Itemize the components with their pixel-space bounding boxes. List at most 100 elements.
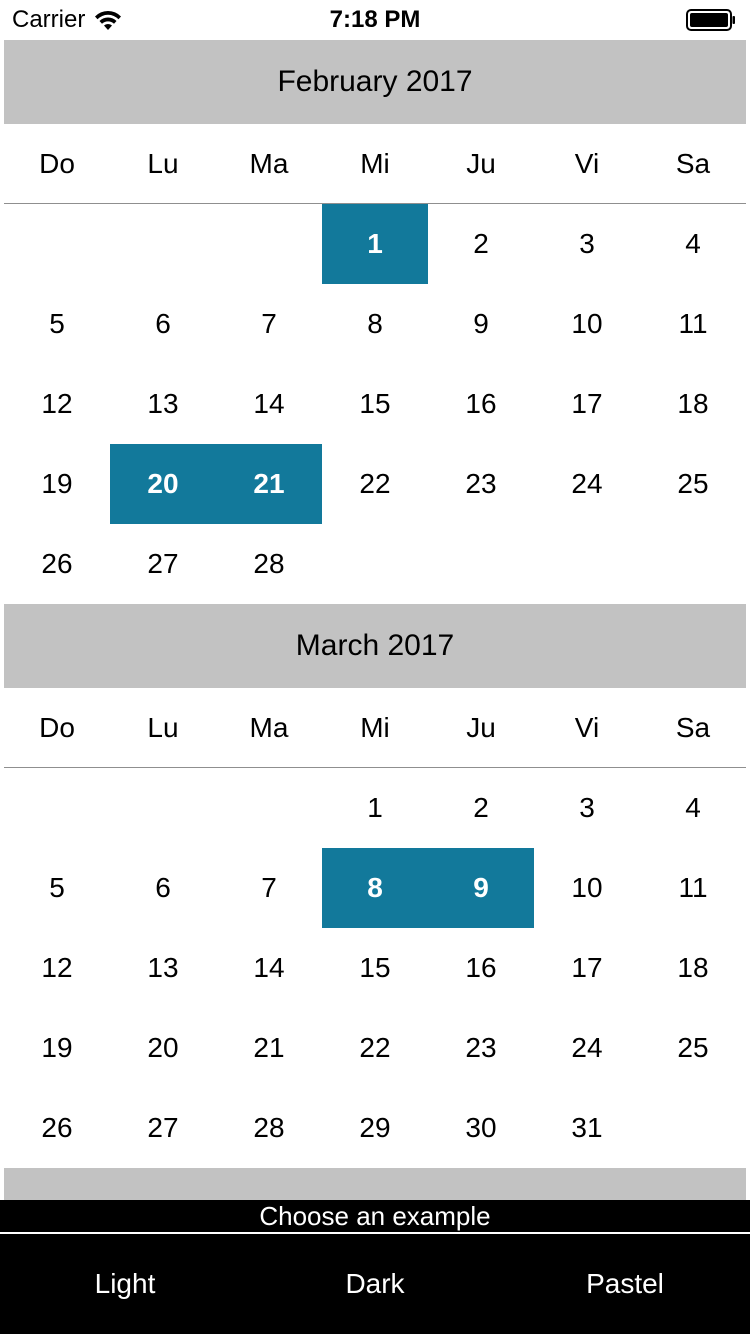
next-month-header-partial <box>4 1168 746 1200</box>
calendar-scroll-view[interactable]: February 2017 Do Lu Ma Mi Ju Vi Sa 1 2 3 4 5 6 7 8 9 10 11… <box>4 40 746 1200</box>
option-dark-button[interactable]: Dark <box>345 1268 405 1299</box>
day-cell[interactable]: 27 <box>147 548 179 579</box>
day-cell[interactable]: 17 <box>571 952 603 983</box>
day-cell[interactable]: 8 <box>367 308 383 339</box>
day-cell[interactable]: 6 <box>155 308 171 339</box>
day-cell[interactable]: 28 <box>253 1112 285 1143</box>
day-cell[interactable]: 24 <box>571 1032 603 1063</box>
week-row: 5 6 7 8 9 10 11 <box>4 284 746 364</box>
week-row: 19 20 21 22 23 24 25 <box>4 1008 746 1088</box>
day-cell[interactable]: 5 <box>49 308 65 339</box>
weekday-label: Ma <box>249 147 289 179</box>
battery-icon <box>686 9 735 31</box>
empty-day-cell <box>216 768 322 848</box>
selected-day-cell[interactable]: 20 <box>110 444 216 524</box>
day-cell[interactable]: 16 <box>465 952 497 983</box>
day-cell[interactable]: 19 <box>41 468 73 499</box>
weekday-label: Ju <box>466 147 496 179</box>
day-cell[interactable]: 15 <box>359 388 391 419</box>
day-cell[interactable]: 19 <box>41 1032 73 1063</box>
selected-day-cell[interactable]: 21 <box>216 444 322 524</box>
day-cell[interactable]: 18 <box>677 388 709 419</box>
day-cell[interactable]: 22 <box>359 468 391 499</box>
weekday-label: Ma <box>249 711 289 743</box>
weekday-label: Ju <box>466 711 496 743</box>
day-cell[interactable]: 21 <box>253 1032 285 1063</box>
day-cell[interactable]: 6 <box>155 872 171 903</box>
option-pastel-button[interactable]: Pastel <box>586 1268 664 1299</box>
empty-day-cell <box>534 524 640 604</box>
day-cell[interactable]: 27 <box>147 1112 179 1143</box>
day-cell[interactable]: 23 <box>465 1032 497 1063</box>
selected-day-cell[interactable]: 9 <box>428 848 534 928</box>
week-row: 12 13 14 15 16 17 18 <box>4 364 746 444</box>
day-cell[interactable]: 11 <box>678 308 708 339</box>
day-cell[interactable]: 11 <box>678 872 708 903</box>
selected-day-cell[interactable]: 1 <box>322 204 428 284</box>
selected-day-cell[interactable]: 8 <box>322 848 428 928</box>
empty-day-cell <box>640 524 746 604</box>
weekday-label: Sa <box>675 711 711 743</box>
day-cell[interactable]: 15 <box>359 952 391 983</box>
chooser-title: Choose an example <box>0 1200 750 1234</box>
day-cell[interactable]: 4 <box>685 228 701 259</box>
day-cell[interactable]: 3 <box>579 228 595 259</box>
day-cell[interactable]: 26 <box>41 1112 73 1143</box>
day-cell[interactable]: 4 <box>685 792 701 823</box>
empty-day-cell <box>4 204 110 284</box>
month-section: February 2017 Do Lu Ma Mi Ju Vi Sa 1 2 3 4 5 6 7 8 9 10 11… <box>4 40 746 604</box>
day-cell[interactable]: 1 <box>367 792 383 823</box>
day-cell[interactable]: 10 <box>571 308 603 339</box>
empty-day-cell <box>4 768 110 848</box>
day-cell[interactable]: 28 <box>253 548 285 579</box>
weekday-label: Mi <box>360 711 390 743</box>
month-section: March 2017 Do Lu Ma Mi Ju Vi Sa 1 2 3 4 5 6 7 8 9 10 11 12 1… <box>4 604 746 1168</box>
day-cell[interactable]: 10 <box>571 872 603 903</box>
day-cell[interactable]: 24 <box>571 468 603 499</box>
weekday-label: Vi <box>574 711 600 743</box>
day-cell[interactable]: 23 <box>465 468 497 499</box>
empty-day-cell <box>110 768 216 848</box>
day-cell[interactable]: 9 <box>473 308 489 339</box>
day-cell[interactable]: 12 <box>41 952 73 983</box>
day-cell[interactable]: 5 <box>49 872 65 903</box>
day-cell[interactable]: 2 <box>473 228 489 259</box>
day-cell[interactable]: 12 <box>41 388 73 419</box>
day-cell[interactable]: 26 <box>41 548 73 579</box>
status-bar: Carrier 7:18 PM <box>0 0 750 40</box>
option-light-button[interactable]: Light <box>94 1268 156 1299</box>
day-cell[interactable]: 7 <box>261 308 277 339</box>
week-row: 1 2 3 4 <box>4 768 746 848</box>
day-cell[interactable]: 25 <box>677 468 709 499</box>
day-cell[interactable]: 17 <box>571 388 603 419</box>
day-cell[interactable]: 20 <box>147 1032 179 1063</box>
empty-day-cell <box>640 1088 746 1168</box>
empty-day-cell <box>322 524 428 604</box>
day-cell[interactable]: 22 <box>359 1032 391 1063</box>
weekday-label: Vi <box>574 147 600 179</box>
month-title: March 2017 <box>4 604 746 688</box>
weekday-label: Mi <box>360 147 390 179</box>
day-cell[interactable]: 30 <box>465 1112 497 1143</box>
day-cell[interactable]: 7 <box>261 872 277 903</box>
carrier-label: Carrier <box>12 6 86 33</box>
day-cell[interactable]: 18 <box>677 952 709 983</box>
day-cell[interactable]: 25 <box>677 1032 709 1063</box>
day-cell[interactable]: 14 <box>253 952 285 983</box>
day-cell[interactable]: 16 <box>465 388 497 419</box>
week-row: 5 6 7 8 9 10 11 <box>4 848 746 928</box>
weekday-label: Do <box>39 711 75 743</box>
weekday-header-row: Do Lu Ma Mi Ju Vi Sa <box>4 688 746 768</box>
weekday-header-row: Do Lu Ma Mi Ju Vi Sa <box>4 124 746 204</box>
day-cell[interactable]: 29 <box>359 1112 391 1143</box>
day-cell[interactable]: 13 <box>147 952 179 983</box>
day-cell[interactable]: 31 <box>571 1112 603 1143</box>
weekday-label: Do <box>39 147 75 179</box>
day-cell[interactable]: 2 <box>473 792 489 823</box>
carrier-indicator: Carrier <box>12 6 123 34</box>
week-row: 26 27 28 <box>4 524 746 604</box>
day-cell[interactable]: 14 <box>253 388 285 419</box>
day-cell[interactable]: 13 <box>147 388 179 419</box>
wifi-icon <box>95 10 122 30</box>
day-cell[interactable]: 3 <box>579 792 595 823</box>
